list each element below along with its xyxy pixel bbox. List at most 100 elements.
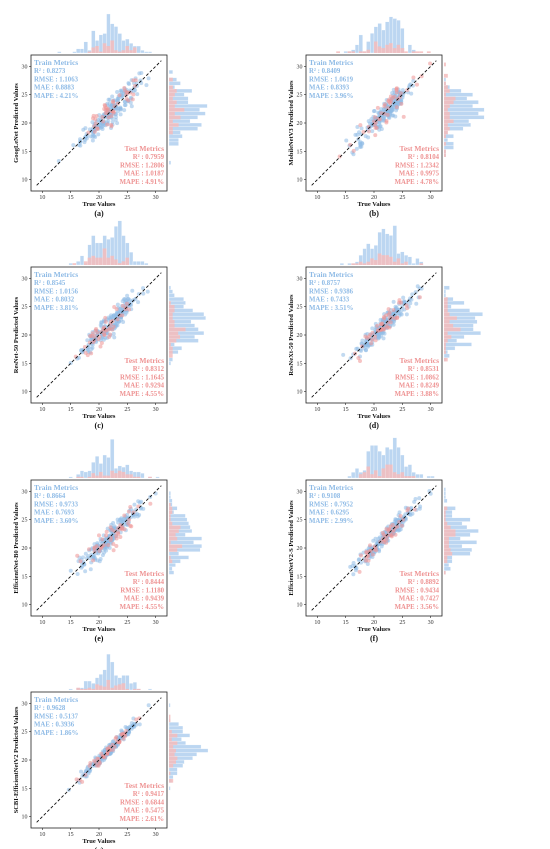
train-point [397,510,402,515]
train-point [381,336,386,341]
x-tick-label: 10 [314,195,320,201]
x-tick-label: 15 [343,195,349,201]
y-tick-label: 15 [297,149,303,155]
hist-bar-test [444,357,448,362]
hist-bar-train [168,767,178,772]
test-metric-value: RMSE : 1.1645 [120,374,165,381]
test-point [136,504,141,509]
hist-bar-test [169,350,173,354]
y-tick-label: 15 [297,361,303,367]
scatter-points [341,284,424,364]
test-point [92,334,97,339]
test-point [124,301,129,306]
train-point [359,560,364,565]
hist-bar-test [169,119,173,123]
train-point [119,728,124,733]
train-metrics-heading: Train Metrics [34,58,78,67]
hist-bar-test [169,555,171,560]
train-point [391,322,396,327]
test-point [394,86,399,91]
hist-bar-train [339,263,344,266]
test-point [137,716,142,721]
hist-bar-train [443,122,471,127]
x-tick-label: 15 [68,832,74,838]
train-metric-value: RMSE : 1.0156 [34,288,79,295]
hist-bar-test [106,46,111,53]
train-point [81,560,86,565]
train-metric-value: MAPE : 3.96% [309,93,354,100]
hist-bar-test [169,778,174,783]
test-metric-value: MAPE : 4.55% [120,604,165,611]
test-point [368,543,373,548]
test-point [386,307,391,312]
hist-bar-test [99,257,103,265]
test-point [117,740,122,745]
train-point [124,310,129,315]
test-point [385,112,390,117]
test-metric-value: MAE : 0.9439 [124,596,165,603]
hist-bar-test [169,544,183,548]
train-point [391,299,396,304]
test-point [366,554,371,559]
top-marginal-histogram [68,439,160,479]
hist-bar-test [95,684,99,690]
train-metrics-heading: Train Metrics [309,483,353,492]
test-point [118,523,123,528]
train-point [146,76,151,81]
x-tick-label: 25 [124,832,130,838]
train-point [111,331,116,336]
hist-bar-test [169,548,178,552]
test-point [100,537,105,542]
train-point [88,567,93,572]
train-point [136,292,141,297]
hist-bar-test [444,338,448,343]
train-metric-value: MAE : 0.6295 [309,510,350,517]
hist-bar-test [76,687,81,690]
hist-bar-train [144,263,149,266]
hist-bar-train [147,51,153,54]
train-point [396,528,401,533]
test-point [382,104,387,109]
hist-bar-train [443,494,446,500]
hist-bar-test [121,261,126,265]
train-metric-value: MAE : 0.8393 [309,85,350,92]
hist-bar-test [133,476,137,478]
hist-bar-test [117,684,122,690]
hist-bar-test [389,43,393,53]
train-point [146,703,151,708]
hist-bar-train [347,263,352,266]
train-point [408,301,413,306]
panel-caption: (b) [369,209,379,218]
hist-bar-test [444,555,448,560]
test-point [370,330,375,335]
hist-bar-train [370,445,375,479]
test-metric-value: MAE : 0.8249 [399,383,440,390]
hist-bar-test [362,51,367,53]
chart-panel-f: 10 10 15 15 20 20 25 25 30 30 True Values Efficient… [288,437,479,643]
hist-bar-train [443,115,485,120]
reference-line [311,485,437,611]
y-tick-label: 25 [22,518,28,524]
train-metric-value: MAE : 0.3936 [34,722,75,729]
hist-bar-train [168,562,176,568]
hist-bar-train [68,263,73,266]
hist-bar-train [57,51,62,54]
hist-bar-test [400,48,405,53]
test-point [105,751,110,756]
hist-bar-test [374,260,378,265]
panel-caption: (d) [369,421,379,430]
y-tick-label: 25 [22,93,28,99]
y-tick-label: 10 [297,390,303,396]
hist-bar-train [168,160,172,165]
train-point [358,143,363,148]
train-metric-value: RMSE : 0.9386 [309,288,354,295]
hist-bar-test [404,476,408,478]
train-point [401,295,406,300]
hist-bar-test [169,532,176,537]
hist-bar-test [444,62,446,67]
hist-bar-train [443,562,450,568]
hist-bar-train [168,722,179,727]
right-marginal-histogram [443,62,485,158]
